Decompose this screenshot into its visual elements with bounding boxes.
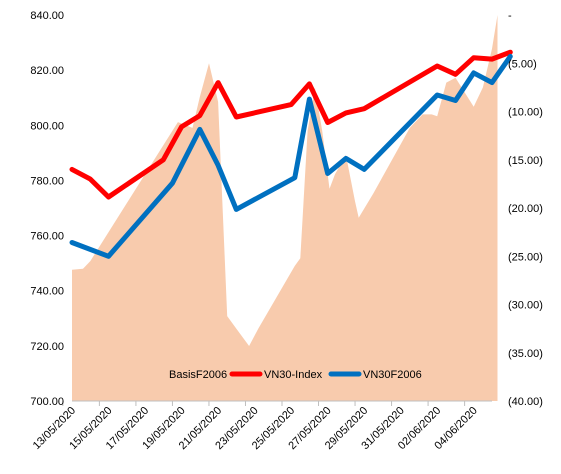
y-left-tick-label: 720.00: [30, 341, 64, 353]
y-left-tick-label: 780.00: [30, 175, 64, 187]
axis-layer: [62, 400, 492, 406]
y-right-tick-label: (30.00): [508, 300, 543, 312]
y-right-tick-label: (35.00): [508, 348, 543, 360]
y-left-tick-label: 760.00: [30, 231, 64, 243]
y-right-tick-label: (15.00): [508, 155, 543, 167]
y-right-tick-label: (40.00): [508, 396, 543, 408]
y-right-tick-label: (5.00): [508, 58, 537, 70]
legend-label-VN30F2006: VN30F2006: [363, 369, 422, 381]
line-layer: [69, 49, 513, 259]
y-left-tick-label: 700.00: [30, 396, 64, 408]
y-left-tick-label: 840.00: [30, 10, 64, 22]
legend-swatch-BasisF2006: [137, 369, 165, 379]
series-line-VN30F2006: [69, 53, 513, 259]
y-left-tick-label: 800.00: [30, 120, 64, 132]
series-area-BasisF2006: [72, 15, 498, 401]
area-layer: [72, 15, 498, 401]
y-left-tick-label: 820.00: [30, 65, 64, 77]
y-right-tick-label: (10.00): [508, 107, 543, 119]
legend-label-BasisF2006: BasisF2006: [169, 369, 227, 381]
y-left-tick-label: 740.00: [30, 286, 64, 298]
legend-label-VN30-Index: VN30-Index: [264, 369, 323, 381]
y-right-tick-label: (25.00): [508, 251, 543, 263]
y-right-tick-label: -: [508, 10, 512, 22]
series-line-VN30-Index: [69, 49, 513, 200]
legend: BasisF2006 VN30-Index VN30F2006: [137, 369, 422, 381]
y-right-tick-label: (20.00): [508, 203, 543, 215]
